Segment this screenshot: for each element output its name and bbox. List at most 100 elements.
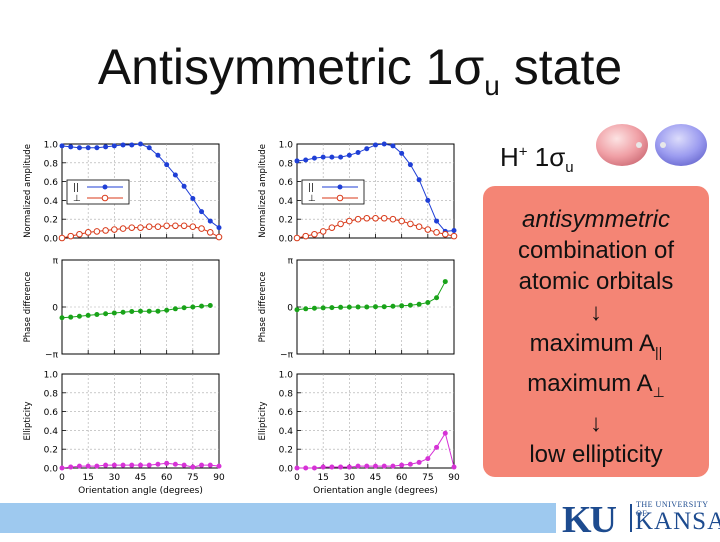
- y-tick-label: 0.4: [279, 197, 294, 207]
- data-point: [407, 302, 413, 308]
- y-tick-label: 1.0: [44, 141, 59, 151]
- ku-logo: KU THE UNIVERSITY OF KANSAS: [556, 496, 720, 541]
- data-point: [399, 462, 405, 468]
- nucleus-right: [660, 142, 666, 148]
- data-point: [111, 310, 117, 316]
- x-tick-label: 60: [396, 473, 408, 483]
- data-point: [363, 214, 371, 222]
- x-tick-label: 15: [317, 473, 328, 483]
- data-point: [354, 215, 362, 223]
- y-tick-label: 1.0: [279, 141, 294, 151]
- data-point: [346, 152, 352, 158]
- data-point: [199, 462, 205, 468]
- data-point: [425, 300, 431, 306]
- y-tick-label: 0.2: [279, 216, 293, 226]
- data-point: [199, 303, 205, 309]
- data-point: [328, 224, 336, 231]
- data-point: [434, 295, 440, 301]
- data-point: [442, 279, 448, 285]
- data-point: [355, 304, 361, 310]
- data-point: [442, 430, 448, 436]
- data-point: [338, 464, 344, 470]
- logo-kansas: KANSAS: [635, 508, 720, 535]
- x-tick-label: 90: [448, 473, 460, 483]
- chart-right-phase: π 0 −π Phase difference: [258, 257, 455, 361]
- plots-grid: 0.0 0.2 0.4 0.6 0.8 1.0 Normalized amplitude ||…: [23, 141, 460, 497]
- data-point: [67, 232, 75, 240]
- data-point: [102, 227, 109, 234]
- data-point: [93, 228, 101, 235]
- data-point: [407, 461, 413, 467]
- data-point: [372, 214, 379, 222]
- data-point: [172, 222, 179, 230]
- data-point: [172, 172, 178, 178]
- data-point: [311, 305, 317, 311]
- data-point: [128, 224, 136, 231]
- data-point: [120, 309, 126, 315]
- y-axis-label: Normalized amplitude: [258, 144, 268, 238]
- y-axis-label: Normalized amplitude: [23, 144, 33, 238]
- data-point: [294, 158, 300, 164]
- data-point: [119, 225, 127, 232]
- data-point: [138, 462, 143, 468]
- slide-title: Antisymmetric 1σu state: [97, 39, 623, 101]
- data-point: [120, 462, 126, 468]
- x-tick-label: 0: [294, 473, 300, 483]
- data-point: [364, 146, 370, 152]
- callout-line-6: low ellipticity: [529, 440, 663, 468]
- orbital-lobe-pink: [596, 124, 648, 166]
- data-point: [76, 313, 82, 319]
- data-point: [189, 223, 197, 231]
- data-point: [434, 218, 440, 224]
- y-tick-label: 0.8: [279, 159, 294, 169]
- data-point: [294, 465, 300, 471]
- legend-marker: [102, 184, 108, 190]
- data-point: [59, 465, 65, 471]
- x-tick-label: 60: [161, 473, 173, 483]
- data-point: [320, 154, 326, 160]
- data-point: [380, 214, 388, 222]
- data-point: [146, 145, 152, 151]
- data-point: [424, 226, 432, 233]
- data-point: [390, 303, 396, 309]
- plot-frame: [61, 373, 220, 469]
- orbital-sub: u: [565, 159, 574, 177]
- y-tick-label: π: [288, 257, 294, 267]
- data-point: [94, 311, 100, 317]
- data-point: [337, 220, 344, 228]
- molecule-label: H+ 1σu: [500, 142, 574, 177]
- data-point: [146, 462, 152, 468]
- logo-university: THE UNIVERSITY OF: [636, 500, 709, 518]
- data-point: [138, 141, 143, 147]
- title-subscript: u: [484, 70, 500, 101]
- data-point: [441, 230, 449, 238]
- callout-line-4: maximum A||: [529, 330, 663, 360]
- data-point: [381, 463, 387, 469]
- x-tick-label: 30: [344, 473, 356, 483]
- x-tick-label: 90: [213, 473, 225, 483]
- legend-label: ⊥: [73, 194, 81, 204]
- callout-line-3: atomic orbitals: [518, 268, 674, 295]
- data-point: [206, 229, 214, 236]
- legend-label: ||: [308, 183, 314, 193]
- data-point: [163, 222, 170, 230]
- data-point: [207, 303, 213, 309]
- data-point: [425, 456, 431, 462]
- legend-box: [66, 179, 130, 205]
- y-tick-label: 0.6: [279, 178, 294, 188]
- data-point: [415, 223, 423, 231]
- x-tick-label: 45: [370, 473, 381, 483]
- data-point: [390, 463, 396, 469]
- data-point: [94, 463, 100, 469]
- x-tick-label: 75: [422, 473, 433, 483]
- y-tick-label: 0: [287, 304, 293, 314]
- data-point: [181, 462, 187, 468]
- data-point: [103, 144, 109, 150]
- chart-left-amplitude: 0.0 0.2 0.4 0.6 0.8 1.0 Normalized amplitude ||…: [23, 141, 223, 245]
- data-point: [355, 149, 361, 155]
- series-line-0: [296, 281, 446, 311]
- x-axis-label: Orientation angle (degrees): [78, 486, 203, 496]
- data-point: [164, 307, 170, 313]
- y-tick-label: 0: [52, 304, 58, 314]
- data-point: [329, 305, 335, 311]
